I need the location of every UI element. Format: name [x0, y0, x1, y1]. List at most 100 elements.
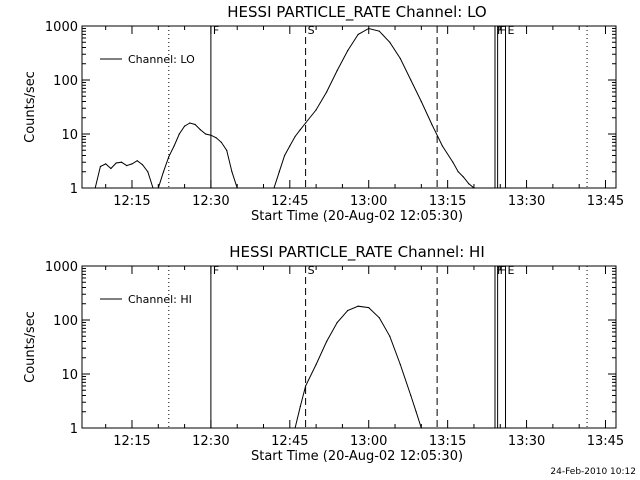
x-tick-label: 12:15: [113, 434, 150, 449]
annotation-flag-label: F: [500, 24, 506, 37]
x-tick-label: 12:30: [192, 434, 229, 449]
y-tick-label: 1: [70, 422, 78, 437]
data-point: [462, 176, 465, 178]
data-point: [194, 123, 196, 126]
data-point: [441, 145, 443, 147]
data-point: [420, 100, 422, 103]
x-tick-label: 12:15: [113, 194, 150, 209]
data-point: [147, 171, 149, 173]
y-tick-label: 1: [70, 182, 78, 197]
data-point: [368, 306, 370, 309]
data-point: [231, 171, 233, 173]
x-tick-label: 13:15: [429, 194, 466, 209]
x-axis-label: Start Time (20-Aug-02 12:05:30): [251, 449, 463, 464]
data-point: [294, 427, 296, 429]
annotation-flag-label: F: [213, 264, 219, 277]
data-point: [236, 187, 238, 189]
data-point: [336, 321, 338, 324]
plot-frame: [81, 265, 617, 429]
data-point: [299, 129, 301, 131]
data-point: [110, 167, 112, 170]
x-tick-label: 13:45: [587, 194, 624, 209]
data-point: [120, 161, 123, 163]
chart-panel-2: HESSI PARTICLE_RATE Channel: HI 1 10 100 100…: [23, 243, 624, 464]
x-tick-label: 12:45: [271, 434, 308, 449]
data-point: [468, 183, 470, 185]
data-point: [273, 187, 275, 189]
data-point: [415, 411, 417, 413]
data-point: [378, 317, 380, 319]
data-point: [199, 129, 201, 131]
data-point: [152, 187, 154, 189]
data-point: [326, 91, 328, 93]
data-point: [215, 137, 217, 139]
data-point: [315, 363, 317, 366]
data-point: [304, 122, 307, 124]
data-point: [173, 145, 175, 147]
y-axis-label: Counts/sec: [23, 311, 38, 383]
data-point: [368, 27, 370, 30]
data-point: [220, 141, 223, 143]
data-point: [115, 162, 117, 164]
y-tick-label: 100: [53, 314, 78, 329]
data-point: [162, 171, 165, 173]
data-point: [299, 405, 301, 408]
data-point: [189, 122, 191, 124]
data-point: [210, 134, 212, 136]
data-point: [131, 163, 133, 165]
y-tick-label: 10: [61, 128, 78, 143]
data-point: [294, 135, 296, 138]
annotation-flag-label: F: [500, 264, 506, 277]
data-point: [389, 41, 391, 43]
data-point: [420, 427, 422, 429]
data-point: [168, 156, 170, 158]
legend-entry: Channel: HI: [128, 293, 192, 306]
data-point: [205, 133, 207, 135]
x-tick-label: 13:45: [587, 434, 624, 449]
y-tick-label: 1000: [45, 20, 78, 35]
chart-panel-1: HESSI PARTICLE_RATE Channel: LO 1 10 100 100…: [23, 3, 624, 224]
annotation-flag-label: F: [213, 24, 219, 37]
data-point: [326, 340, 328, 343]
annotation-flag-label: S: [308, 264, 315, 277]
y-tick-label: 10: [61, 368, 78, 383]
data-point: [226, 149, 228, 151]
data-point: [399, 363, 401, 366]
y-tick-label: 100: [53, 74, 78, 89]
data-point: [315, 109, 317, 111]
data-point: [347, 309, 349, 312]
data-point: [178, 133, 180, 135]
x-tick-label: 13:00: [350, 434, 387, 449]
data-point: [289, 145, 291, 147]
chart-title: HESSI PARTICLE_RATE Channel: LO: [227, 3, 486, 22]
legend-entry: Channel: LO: [128, 53, 195, 66]
y-axis-label: Counts/sec: [23, 71, 38, 143]
x-tick-label: 13:30: [508, 194, 545, 209]
annotation-flag-label: F: [497, 24, 503, 37]
x-tick-label: 13:30: [508, 434, 545, 449]
data-point: [378, 30, 380, 32]
y-tick-label: 1000: [45, 260, 78, 275]
data-point: [357, 305, 359, 307]
data-point: [473, 187, 475, 189]
data-point: [389, 335, 391, 337]
plot-frame: [81, 25, 617, 189]
data-point: [347, 50, 349, 52]
annotation-flag-label: E: [508, 24, 515, 37]
data-point: [452, 161, 454, 163]
data-point: [410, 394, 412, 397]
data-point: [141, 164, 144, 166]
data-point: [283, 154, 286, 157]
data-point: [357, 33, 359, 35]
data-point: [304, 385, 307, 387]
x-tick-label: 13:00: [350, 194, 387, 209]
data-point: [136, 160, 138, 162]
data-point: [336, 69, 338, 72]
x-tick-label: 13:15: [429, 434, 466, 449]
data-point: [410, 79, 412, 81]
data-point: [399, 57, 401, 60]
x-axis-label: Start Time (20-Aug-02 12:05:30): [251, 209, 463, 224]
data-point: [457, 171, 459, 173]
data-point: [99, 165, 102, 168]
